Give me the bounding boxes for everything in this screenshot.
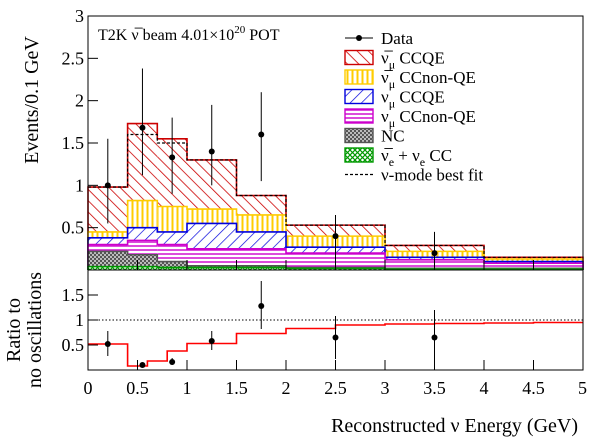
legend-entry-data: Data <box>345 29 414 48</box>
y-tick-label: 1 <box>75 175 84 195</box>
data-point <box>208 104 215 186</box>
legend-swatch <box>344 147 374 163</box>
events-y-ticks: 0.5 1 1.5 2 2.5 3 <box>62 6 98 238</box>
data-marker <box>332 334 339 341</box>
x-tick-label: 5 <box>578 378 587 398</box>
y-tick-label: 1.5 <box>62 285 85 305</box>
ratio-data-point <box>139 362 146 368</box>
legend-entry-numu_ccnonqe: νμ CCnon-QE <box>344 107 476 130</box>
data-marker <box>139 124 146 131</box>
legend-label: Data <box>381 29 414 48</box>
ratio-y-ticks: 0.5 1 1.5 <box>62 285 98 355</box>
y-tick-label: 1 <box>75 310 84 330</box>
legend-entry-best_fit: ν-mode best fit <box>345 166 483 185</box>
y-tick-label: 3 <box>75 6 84 26</box>
bar-nue_cc <box>88 266 128 270</box>
ratio-panel: 0.5 1 1.5 0 0.5 1 1.5 2 2.5 3 3.5 4 4.5 5 Ratio to n… <box>3 269 587 437</box>
data-marker <box>258 303 265 309</box>
bar-numu_ccnonqe <box>187 248 237 270</box>
legend-label: ν-mode best fit <box>381 166 483 185</box>
y-tick-label: 1.5 <box>62 133 85 153</box>
data-marker <box>208 148 215 155</box>
legend-swatch <box>344 49 374 66</box>
legend-swatch <box>344 108 374 124</box>
y-tick-label: 2.5 <box>62 48 85 68</box>
data-marker <box>104 182 111 189</box>
legend-swatch <box>344 88 374 105</box>
x-tick-label: 3 <box>381 378 390 398</box>
bar-nue_cc <box>127 266 158 270</box>
x-tick-label: 2 <box>282 378 291 398</box>
data-marker <box>332 233 339 240</box>
x-tick-label: 2.5 <box>324 378 347 398</box>
x-tick-label: 0 <box>84 378 93 398</box>
events-panel: 0.5 1 1.5 2 2.5 3 T2K ν̅ beam 4.01×1020 POT E… <box>21 6 584 271</box>
x-axis-label: Reconstructed ν Energy (GeV) <box>331 415 578 437</box>
data-marker <box>169 359 176 365</box>
events-x-ticks <box>87 260 584 270</box>
legend-data-marker <box>356 35 362 41</box>
bar-nue_cc <box>157 267 187 270</box>
ratio-data-point <box>431 310 438 368</box>
data-marker <box>139 362 146 368</box>
data-point <box>139 68 146 176</box>
events-y-axis-label: Events/0.1 GeV <box>21 36 43 164</box>
y-tick-label: 0.5 <box>62 335 85 355</box>
data-point <box>332 214 339 262</box>
data-point <box>104 138 111 224</box>
ratio-y-axis-label-line1: Ratio to <box>3 298 25 362</box>
data-marker <box>208 338 215 344</box>
x-tick-label: 4 <box>480 378 489 398</box>
ratio-y-axis-label-line2: no oscillations <box>24 272 46 388</box>
x-tick-label: 0.5 <box>126 378 149 398</box>
legend-label: NC <box>381 127 405 146</box>
legend-swatch <box>344 127 374 144</box>
ratio-data-point <box>104 331 111 356</box>
ratio-data-point <box>169 358 176 365</box>
legend-entry-anti_numu_ccnonqe: ν̅μ CCnon-QE <box>344 68 476 91</box>
legend-label: νμ CCQE <box>381 88 445 111</box>
bar-nc <box>157 261 187 270</box>
legend-label: ν̅μ CCnon-QE <box>381 68 476 91</box>
data-marker <box>431 250 438 257</box>
data-marker <box>258 131 265 138</box>
x-tick-label: 4.5 <box>522 378 545 398</box>
legend-entry-nc: NC <box>344 127 405 146</box>
data-marker <box>104 341 111 347</box>
ratio-x-ticks: 0 0.5 1 1.5 2 2.5 3 3.5 4 4.5 5 <box>84 360 587 398</box>
bar-nc <box>88 251 128 270</box>
y-tick-label: 2 <box>75 91 84 111</box>
x-tick-label: 1.5 <box>225 378 248 398</box>
y-tick-label: 0.5 <box>62 218 85 238</box>
data-marker <box>431 334 438 341</box>
data-points <box>104 68 438 266</box>
ratio-curve <box>88 321 583 367</box>
bar-numu_ccnonqe <box>236 248 286 270</box>
beam-annotation: T2K ν̅ beam 4.01×1020 POT <box>98 24 280 44</box>
outline-nue_cc <box>87 265 584 270</box>
bar-nue_cc <box>236 267 286 270</box>
legend-label: νμ CCnon-QE <box>381 107 476 130</box>
data-point <box>169 117 176 194</box>
ratio-data-point <box>258 281 265 329</box>
outline-numu_ccqe <box>87 222 584 270</box>
legend-swatch <box>344 69 374 85</box>
x-tick-label: 1 <box>183 378 192 398</box>
ratio-data-point <box>332 316 339 359</box>
x-tick-label: 3.5 <box>423 378 446 398</box>
legend-entry-anti_numu_ccqe: ν̅μ CCQE <box>344 49 445 72</box>
data-point <box>258 92 265 182</box>
data-marker <box>169 154 176 161</box>
legend-entry-numu_ccqe: νμ CCQE <box>344 88 445 111</box>
bar-nue_cc <box>187 267 237 270</box>
ratio-data-points <box>104 281 438 368</box>
ratio-data-point <box>208 331 215 350</box>
